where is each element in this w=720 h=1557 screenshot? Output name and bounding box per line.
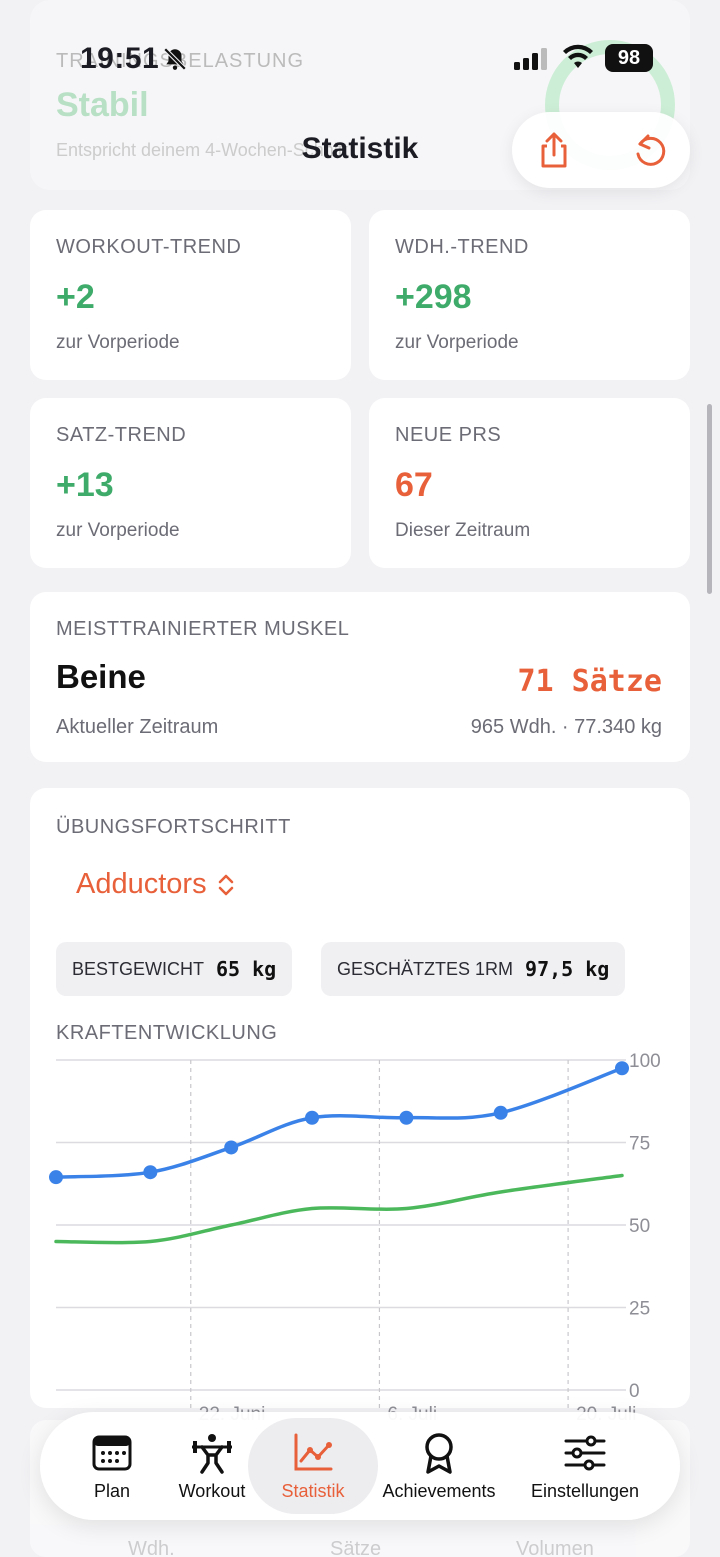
data-point	[224, 1140, 239, 1155]
muscle-meta: 965 Wdh. · 77.340 kg	[470, 716, 662, 738]
signal-icon	[514, 48, 547, 70]
card-value: 67	[395, 466, 433, 504]
muscle-name: Beine	[56, 658, 146, 695]
tab-bar: Plan Workout Statistik Achievements	[40, 1412, 680, 1520]
tab-label: Workout	[178, 1480, 246, 1501]
tab-einstellungen[interactable]: Einstellungen	[520, 1412, 650, 1520]
y-tick-label: 100	[629, 1051, 661, 1072]
chevron-updown-icon	[218, 874, 233, 895]
battery-indicator: 98	[605, 44, 653, 72]
tab-workout[interactable]: Workout	[168, 1412, 256, 1520]
y-tick-label: 0	[629, 1381, 640, 1402]
tab-statistik[interactable]: Statistik	[253, 1412, 373, 1520]
award-icon	[425, 1432, 453, 1474]
series-line-1	[54, 1173, 624, 1245]
sets-trend-card: SATZ-TREND +13 zur Vorperiode	[30, 398, 351, 568]
tab-label: Einstellungen	[530, 1480, 640, 1501]
active-tab-highlight	[248, 1418, 378, 1514]
ghost-tab-volume: Volumen	[516, 1538, 594, 1557]
status-time: 19:51	[80, 42, 160, 75]
card-label: MEISTTRAINIERTER MUSKEL	[56, 618, 350, 640]
pill-label: GESCHÄTZTES 1RM	[337, 958, 514, 979]
chart-icon	[294, 1433, 333, 1470]
data-point	[143, 1165, 158, 1180]
card-sub: Dieser Zeitraum	[395, 520, 531, 541]
data-point	[49, 1170, 63, 1185]
muscle-sets: 71 Sätze	[517, 664, 663, 699]
wifi-icon	[563, 44, 593, 68]
pill-value: 65 kg	[216, 957, 277, 981]
card-label: ÜBUNGSFORTSCHRITT	[56, 816, 291, 838]
status-bar: 19:51 98	[0, 0, 720, 120]
card-value: +13	[56, 466, 114, 504]
estimated-1rm-pill: GESCHÄTZTES 1RM 97,5 kg	[321, 942, 626, 996]
chart-title: KRAFTENTWICKLUNG	[56, 1022, 278, 1044]
tab-label: Plan	[93, 1480, 131, 1501]
reset-icon[interactable]	[630, 130, 670, 170]
card-sub: zur Vorperiode	[395, 332, 519, 353]
exercise-picker[interactable]: Adductors	[76, 868, 235, 901]
exercise-name: Adductors	[76, 868, 207, 900]
data-point	[493, 1105, 508, 1120]
pill-value: 97,5 kg	[525, 957, 610, 981]
data-point	[399, 1110, 414, 1125]
card-value: +298	[395, 278, 472, 316]
ghost-value: Stabil	[56, 86, 149, 124]
data-point	[305, 1110, 320, 1125]
calendar-icon	[92, 1435, 132, 1470]
y-tick-label: 75	[629, 1134, 650, 1155]
tab-label: Statistik	[281, 1480, 345, 1501]
share-icon[interactable]	[534, 130, 574, 170]
card-value: +2	[56, 278, 95, 316]
header-actions	[512, 112, 690, 188]
tab-label: Achievements	[382, 1480, 496, 1501]
bell-muted-icon	[163, 47, 187, 71]
weightlifter-icon	[192, 1433, 232, 1474]
ghost-tab-reps: Wdh.	[128, 1538, 175, 1557]
muscle-sub: Aktueller Zeitraum	[56, 716, 219, 738]
reps-trend-card: WDH.-TREND +298 zur Vorperiode	[369, 210, 690, 380]
tab-achievements[interactable]: Achievements	[376, 1412, 502, 1520]
top-muscle-card: MEISTTRAINIERTER MUSKEL Beine 71 Sätze A…	[30, 592, 690, 762]
workout-trend-card: WORKOUT-TREND +2 zur Vorperiode	[30, 210, 351, 380]
y-tick-label: 50	[629, 1216, 650, 1237]
new-prs-card: NEUE PRS 67 Dieser Zeitraum	[369, 398, 690, 568]
ghost-tab-sets: Sätze	[330, 1538, 382, 1557]
card-label: NEUE PRS	[395, 424, 502, 446]
card-sub: zur Vorperiode	[56, 520, 180, 541]
card-label: WDH.-TREND	[395, 236, 529, 258]
page-title: Statistik	[301, 132, 419, 165]
card-label: WORKOUT-TREND	[56, 236, 242, 258]
best-weight-pill: BESTGEWICHT 65 kg	[56, 942, 293, 996]
scroll-indicator	[707, 404, 712, 594]
data-point	[615, 1061, 629, 1076]
series-line-0	[54, 1066, 624, 1179]
y-tick-label: 25	[629, 1299, 650, 1320]
ghost-sub: Entspricht deinem 4-Wochen-Schnitt	[56, 140, 348, 160]
card-label: SATZ-TREND	[56, 424, 187, 446]
card-sub: zur Vorperiode	[56, 332, 180, 353]
tab-plan[interactable]: Plan	[72, 1412, 152, 1520]
pill-label: BESTGEWICHT	[72, 958, 205, 979]
sliders-icon	[564, 1435, 606, 1470]
exercise-progress-card: ÜBUNGSFORTSCHRITT Adductors BESTGEWICHT …	[30, 788, 690, 1408]
